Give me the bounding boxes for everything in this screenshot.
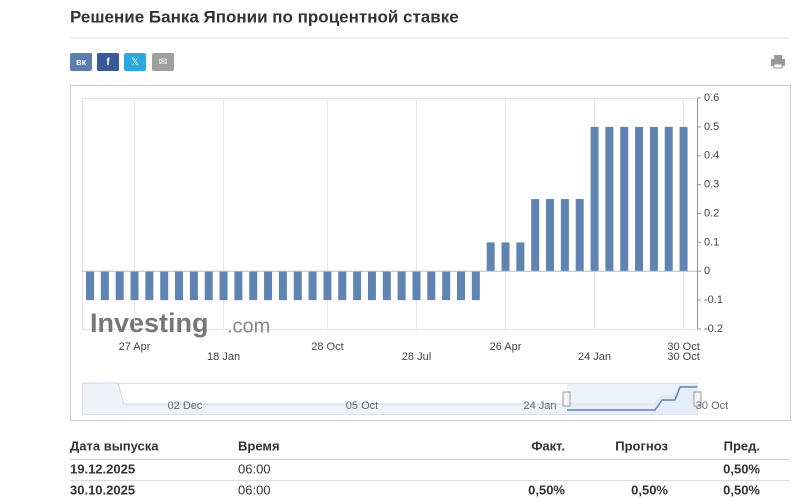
bar <box>679 126 688 272</box>
bar <box>264 271 273 301</box>
title: Решение Банка Японии по процентной ставк… <box>70 7 459 26</box>
y-tick-label: 0 <box>704 265 710 277</box>
bar <box>649 126 658 272</box>
bar <box>635 126 644 272</box>
bar <box>382 271 391 301</box>
bar <box>575 199 584 272</box>
bar <box>175 271 184 301</box>
navigator-area <box>83 383 697 414</box>
bar <box>308 271 317 301</box>
share-icon: 𝕏 <box>131 57 139 68</box>
table-cell: 30.10.2025 <box>70 482 135 497</box>
table-cell: 0,50% <box>723 482 760 497</box>
bar <box>115 271 124 301</box>
bar <box>531 199 540 272</box>
x-tick-label: 18 Jan <box>207 351 240 363</box>
navigator <box>82 382 702 415</box>
bar <box>664 126 673 272</box>
table-header: Прогноз <box>615 438 668 453</box>
bar <box>249 271 258 301</box>
bar <box>189 271 198 301</box>
table-header: Факт. <box>531 438 565 453</box>
bar <box>86 271 94 301</box>
share-icon: f <box>106 57 110 68</box>
bar <box>338 271 347 301</box>
watermark: .com <box>227 315 270 337</box>
y-tick-label: -0.1 <box>704 294 723 306</box>
bar <box>160 271 169 301</box>
x-tick-label: 30 Oct <box>667 341 699 353</box>
bar <box>620 126 629 272</box>
bar <box>456 271 465 301</box>
bar <box>397 271 406 301</box>
table-header: Пред. <box>724 438 760 453</box>
bar <box>130 271 139 301</box>
table-cell: 06:00 <box>238 461 271 476</box>
navigator-label: 30 Oct <box>696 400 728 412</box>
bar <box>501 242 510 272</box>
bar <box>516 242 525 272</box>
navigator-handle[interactable] <box>693 391 702 407</box>
bar <box>145 271 154 301</box>
table-cell: 19.12.2025 <box>70 461 135 476</box>
bar <box>219 271 228 301</box>
bar <box>278 271 287 301</box>
table-header: Время <box>238 438 280 453</box>
bar <box>353 271 362 301</box>
chart-frame <box>70 85 791 421</box>
table-cell: 0,50% <box>528 482 565 497</box>
table-cell: 0,50% <box>631 482 668 497</box>
bar <box>412 271 421 301</box>
y-tick-label: 0.6 <box>704 92 719 104</box>
x-tick-label: 28 Jul <box>402 351 431 363</box>
bar <box>427 271 436 301</box>
share-icon: вк <box>76 57 87 67</box>
x-tick-label: 30 Oct <box>667 351 699 363</box>
bar <box>367 271 376 301</box>
y-tick-label: 0.5 <box>704 121 719 133</box>
navigator-label: 24 Jan <box>523 400 556 412</box>
y-tick-label: 0.4 <box>704 150 719 162</box>
bar <box>442 271 451 301</box>
navigator-label: 05 Oct <box>346 400 378 412</box>
x-tick-label: 26 Apr <box>490 341 522 353</box>
bar <box>204 271 213 301</box>
bar <box>486 242 495 272</box>
table-cell: 06:00 <box>238 482 271 497</box>
share-fb[interactable]: f <box>97 53 119 71</box>
x-tick-label: 24 Jan <box>578 351 611 363</box>
share-mail[interactable]: ✉ <box>152 53 174 71</box>
bar <box>471 271 480 301</box>
x-tick-label: 28 Oct <box>311 341 343 353</box>
bar <box>234 271 243 301</box>
bar <box>546 199 555 272</box>
table-cell: 0,50% <box>723 461 760 476</box>
share-icon: ✉ <box>159 57 167 68</box>
bar <box>293 271 302 301</box>
bar <box>590 126 599 272</box>
print-button[interactable] <box>771 55 785 69</box>
bar <box>560 199 569 272</box>
navigator-selected-line <box>567 386 697 411</box>
bar <box>100 271 109 301</box>
watermark: Investing <box>90 308 209 338</box>
y-tick-label: 0.1 <box>704 236 719 248</box>
y-tick-label: -0.2 <box>704 323 723 335</box>
share-vk[interactable]: вк <box>70 53 92 71</box>
bar <box>323 271 332 301</box>
y-tick-label: 0.3 <box>704 179 719 191</box>
y-tick-label: 0.2 <box>704 207 719 219</box>
table-header: Дата выпуска <box>70 438 159 453</box>
bar <box>605 126 614 272</box>
navigator-label: 02 Dec <box>168 400 203 412</box>
x-tick-label: 27 Apr <box>119 341 151 353</box>
share-x[interactable]: 𝕏 <box>124 53 146 71</box>
navigator-handle[interactable] <box>562 391 571 407</box>
